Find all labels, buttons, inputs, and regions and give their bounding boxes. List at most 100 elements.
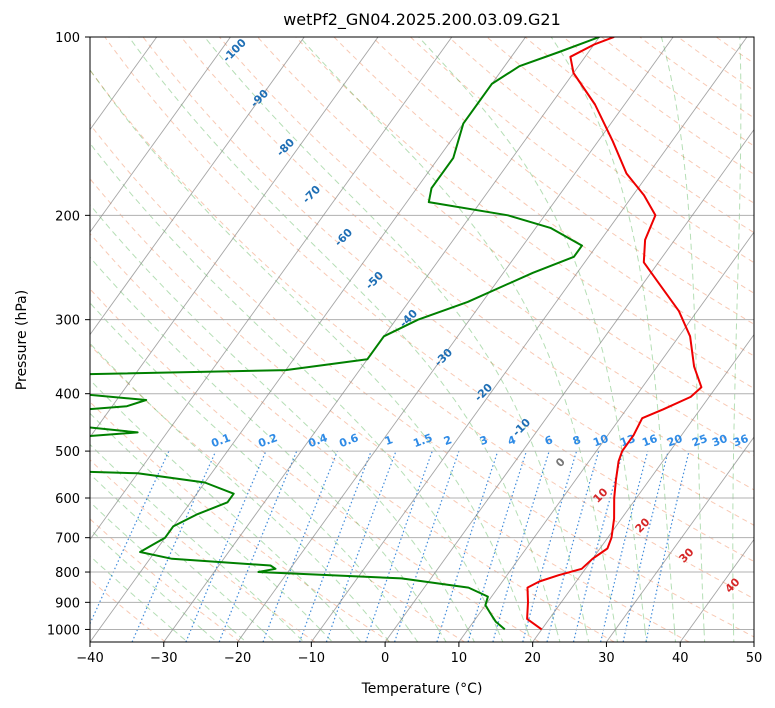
moist-adiabat xyxy=(90,69,532,642)
isotherm-line xyxy=(458,231,754,642)
mixing-ratio-label: 16 xyxy=(640,432,659,450)
x-axis: −40 −30 −20 −10 0 10 20 30 40 50 xyxy=(76,642,762,666)
isotherm-line xyxy=(237,37,674,642)
mixing-ratio-line xyxy=(546,450,600,642)
x-tick-label: 0 xyxy=(381,651,389,666)
moist-adiabat xyxy=(550,37,676,642)
dry-adiabat xyxy=(104,37,754,563)
moist-adiabat xyxy=(204,37,590,642)
isotherm-line xyxy=(606,436,754,642)
dry-adiabat xyxy=(90,401,391,642)
mixing-ratio-label: 4 xyxy=(506,433,518,448)
dewpoint-profile xyxy=(90,37,600,631)
mixing-ratio-line xyxy=(600,450,649,642)
moist-adiabat xyxy=(90,302,419,642)
isotherm-line xyxy=(753,641,754,642)
moist-adiabat xyxy=(90,142,504,642)
mixing-ratio-label: 6 xyxy=(543,433,555,448)
y-tick-label: 600 xyxy=(55,492,80,507)
mixing-ratio-label: 20 xyxy=(665,432,684,450)
dry-adiabat xyxy=(90,518,241,642)
mixing-ratio-line xyxy=(325,450,397,642)
dry-adiabat xyxy=(257,37,754,422)
x-tick-label: −20 xyxy=(224,651,251,666)
moist-adiabat xyxy=(299,37,618,642)
mixing-ratio-label: 2 xyxy=(442,433,454,448)
isotherm-line xyxy=(532,333,754,642)
isotherm-line xyxy=(0,37,83,642)
mixing-ratio-label: 25 xyxy=(690,432,709,449)
y-tick-label: 800 xyxy=(55,566,80,581)
dry-adiabat xyxy=(295,37,754,389)
background-lines xyxy=(0,37,754,642)
mixing-ratio-label: 1.5 xyxy=(411,431,434,450)
moist-adiabat xyxy=(90,555,188,642)
isotherm-line xyxy=(679,538,754,642)
mixing-ratio-label: 0.6 xyxy=(337,431,360,450)
isotherm-line xyxy=(384,128,754,642)
chart-title: wetPf2_GN04.2025.200.03.09.G21 xyxy=(283,10,561,30)
moist-adiabat xyxy=(732,37,742,642)
y-axis-label: Pressure (hPa) xyxy=(14,290,30,390)
mixing-ratio-label: 0.4 xyxy=(306,431,329,450)
x-tick-label: −10 xyxy=(298,651,325,666)
y-tick-label: 1000 xyxy=(47,623,80,638)
x-axis-label: Temperature (°C) xyxy=(361,681,483,697)
mixing-ratio-line xyxy=(90,450,170,626)
moist-adiabat xyxy=(90,379,362,642)
moist-adiabat xyxy=(90,473,276,642)
isotherm-line xyxy=(0,37,9,642)
mixing-ratio-line xyxy=(467,450,527,642)
dry-adiabat xyxy=(333,37,754,357)
x-tick-label: 10 xyxy=(451,651,468,666)
mixing-ratio-line xyxy=(262,450,338,642)
moist-adiabat xyxy=(660,37,706,642)
moist-adiabat xyxy=(90,256,447,642)
dry-adiabat xyxy=(90,288,540,642)
dry-adiabat-label: -70 xyxy=(300,183,323,206)
dry-adiabat xyxy=(90,344,465,642)
dry-adiabat-label: -90 xyxy=(248,87,271,110)
dry-adiabat xyxy=(90,177,690,642)
mixing-ratio-label: 1 xyxy=(383,433,395,448)
x-tick-label: 50 xyxy=(746,651,763,666)
moist-adiabat-label: 0 xyxy=(553,455,568,470)
dry-adiabat xyxy=(371,37,754,325)
y-tick-label: 400 xyxy=(55,388,80,403)
mixing-ratio-line xyxy=(436,450,499,642)
mixing-ratio-label: 8 xyxy=(571,433,583,448)
x-tick-label: 40 xyxy=(672,651,689,666)
moist-adiabat xyxy=(90,412,333,642)
y-tick-label: 700 xyxy=(55,532,80,547)
dry-adiabat-label: -20 xyxy=(472,381,495,404)
dry-adiabat xyxy=(639,37,754,119)
x-tick-label: 30 xyxy=(598,651,615,666)
mixing-ratio-line xyxy=(572,450,624,642)
y-tick-label: 200 xyxy=(55,209,80,224)
mixing-ratio-line xyxy=(394,450,460,642)
moist-adiabat xyxy=(90,528,218,642)
x-tick-label: 20 xyxy=(524,651,541,666)
dry-adiabat xyxy=(410,37,754,294)
mixing-ratio-line xyxy=(645,450,690,642)
moist-adiabat xyxy=(90,443,305,642)
dry-adiabat-label: -30 xyxy=(432,346,455,369)
isotherm-line xyxy=(310,37,748,642)
x-tick-label: −40 xyxy=(76,651,103,666)
moist-adiabat-label: 10 xyxy=(591,485,611,505)
moist-adiabat xyxy=(90,342,390,642)
mixing-ratio-line xyxy=(522,450,578,642)
isotherm-line xyxy=(90,37,453,541)
y-axis: 100 200 300 400 500 600 700 800 900 1000 xyxy=(47,31,90,638)
y-tick-label: 500 xyxy=(55,445,80,460)
mixing-ratio-line xyxy=(492,450,550,642)
mixing-ratio-line xyxy=(365,450,433,642)
dry-adiabat xyxy=(90,459,316,642)
dry-adiabat-label: -60 xyxy=(332,226,355,249)
mixing-ratio-line xyxy=(185,450,267,642)
x-tick-label: −30 xyxy=(150,651,177,666)
moist-adiabat-label: 20 xyxy=(633,515,653,535)
dry-adiabat-label: -50 xyxy=(363,269,386,292)
plot-frame xyxy=(89,36,755,643)
